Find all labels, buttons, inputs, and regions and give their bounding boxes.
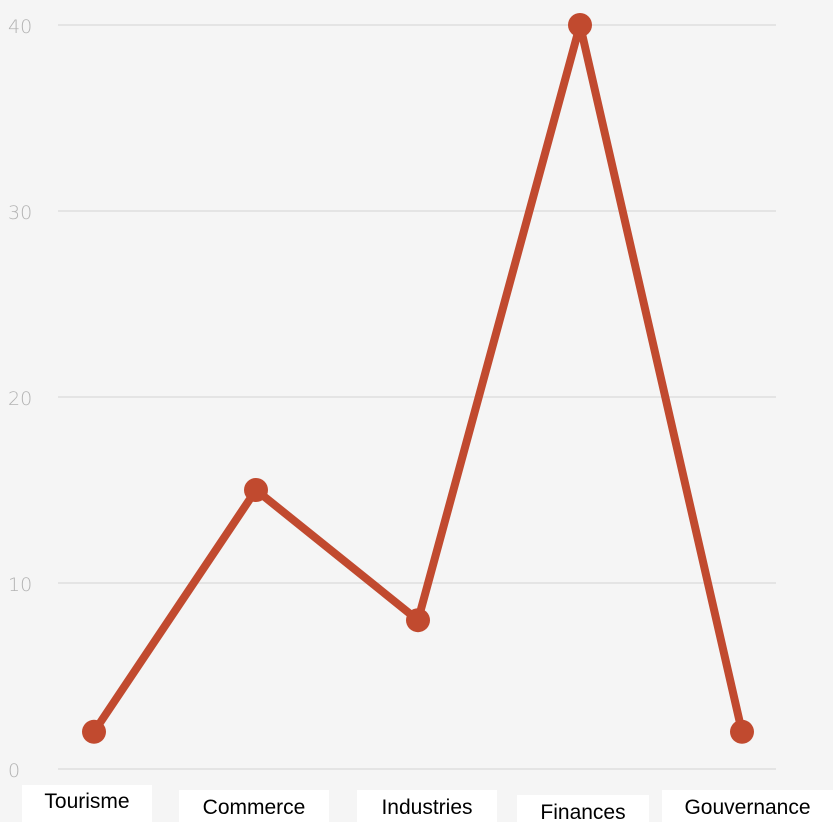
x-label-box [179, 790, 329, 822]
x-label-gouvernance: Gouvernance [662, 790, 833, 822]
x-tick-label: Gouvernance [684, 796, 810, 819]
y-tick-label: 0 [8, 760, 20, 782]
y-tick-label: 40 [8, 16, 32, 38]
x-label-commerce: Commerce [179, 790, 329, 822]
x-label-industries: Industries [357, 790, 497, 822]
x-tick-label: Tourisme [44, 790, 129, 813]
data-point-industries[interactable] [406, 608, 430, 633]
x-label-finances: Finances [517, 795, 649, 822]
data-point-tourisme[interactable] [82, 719, 106, 744]
x-label-tourisme: Tourisme [22, 785, 152, 822]
data-point-gouvernance[interactable] [730, 719, 754, 744]
x-label-box [357, 790, 497, 822]
x-tick-label: Commerce [203, 796, 306, 819]
grid-lines [58, 24, 776, 770]
y-tick-label: 10 [8, 574, 32, 596]
data-point-finances[interactable] [568, 13, 592, 37]
x-label-box [517, 795, 649, 822]
y-tick-label: 20 [8, 388, 32, 410]
y-tick-label: 30 [8, 202, 32, 224]
x-tick-label: Industries [381, 796, 472, 819]
y-axis: 0 10 20 30 40 [8, 16, 32, 782]
x-label-box [662, 790, 833, 822]
x-axis: Tourisme Commerce Industries Finances Gouver… [22, 785, 833, 822]
x-tick-label: Finances [540, 801, 625, 822]
data-points [82, 13, 754, 744]
x-label-box [22, 785, 152, 822]
data-point-commerce[interactable] [244, 478, 268, 502]
